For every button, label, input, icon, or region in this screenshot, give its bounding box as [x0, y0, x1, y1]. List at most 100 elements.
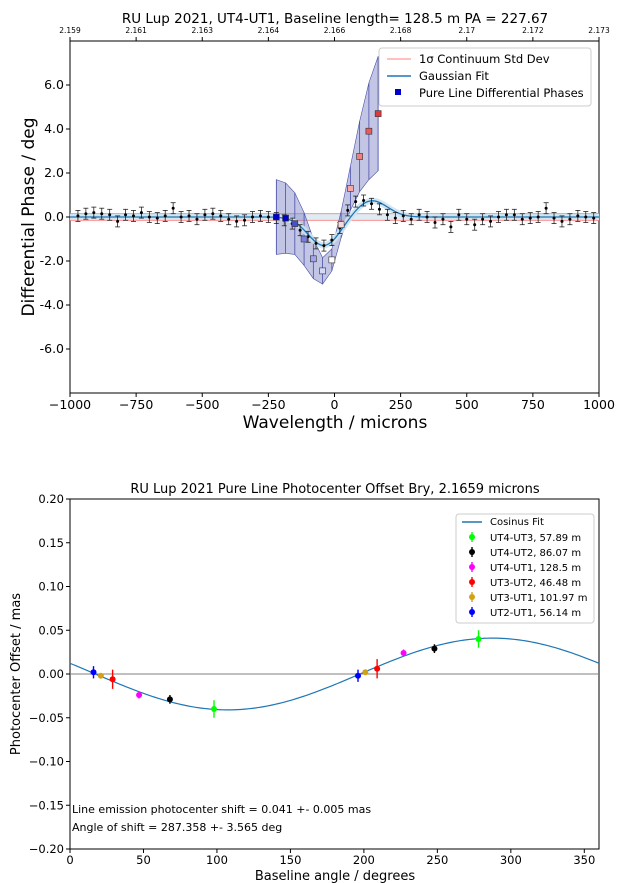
- diff-phase-point: [441, 217, 445, 221]
- pure-line-phase-marker: [337, 221, 345, 228]
- bottom-chart-xlabel: Baseline angle / degrees: [255, 869, 416, 883]
- diff-phase-point: [139, 211, 143, 215]
- legend-pure-label: Pure Line Differential Phases: [419, 86, 584, 100]
- diff-phase-point: [346, 208, 350, 212]
- diff-phase-point: [116, 219, 120, 223]
- legend-pure-swatch: [395, 89, 401, 95]
- diff-phase-point: [322, 244, 326, 248]
- photocenter-points: [90, 630, 482, 718]
- diff-phase-point: [592, 216, 596, 220]
- pure-line-phase-marker: [347, 185, 354, 192]
- diff-phase-point: [258, 214, 262, 218]
- diff-phase-point: [489, 219, 493, 223]
- x-tick-label: 150: [279, 853, 301, 867]
- x-tick-label: 0: [66, 853, 73, 867]
- top-axis-tick-label: 2.168: [390, 26, 412, 35]
- y-tick-label: −0.05: [29, 711, 64, 725]
- pure-line-error-fill: [276, 56, 379, 285]
- y-tick-label: -6.0: [40, 341, 64, 356]
- x-tick-label: 500: [455, 397, 479, 412]
- diff-phase-point: [92, 211, 96, 215]
- y-tick-label: 0.20: [38, 492, 64, 506]
- diff-phase-point: [409, 217, 413, 221]
- y-tick-label: 0.05: [38, 623, 64, 637]
- photocenter-point: [136, 692, 143, 698]
- pure-line-phase-markers: [273, 110, 382, 275]
- top-axis-tick-label: 2.163: [192, 26, 214, 35]
- diff-phase-point: [544, 206, 548, 210]
- top-axis-tick-label: 2.17: [458, 26, 475, 35]
- x-tick-label: 250: [389, 397, 413, 412]
- diff-phase-point: [449, 225, 453, 229]
- photocenter-point: [431, 645, 438, 652]
- x-tick-label: −750: [119, 397, 153, 412]
- legend-series-label: UT4-UT1, 128.5 m: [490, 563, 581, 574]
- top-chart-x-ticks: −1000 −750 −500 −250 0 250 500 750 1000: [49, 393, 615, 412]
- legend-series-marker: [469, 549, 475, 555]
- x-tick-label: −250: [251, 397, 285, 412]
- legend-series-label: UT4-UT2, 86.07 m: [490, 548, 581, 559]
- continuum-std-band: [70, 213, 599, 221]
- photocenter-point: [400, 650, 407, 656]
- diff-phase-point: [147, 215, 151, 219]
- top-chart-y-ticks: 6.0 4.0 2.0 0.0 -2.0 -4.0 -6.0: [40, 77, 70, 356]
- pure-line-phase-marker: [310, 255, 317, 263]
- legend-box: [378, 47, 592, 107]
- annotation-angle: Angle of shift = 287.358 +- 3.565 deg: [72, 821, 282, 834]
- pure-line-phase-marker: [300, 235, 308, 243]
- diff-phase-point: [227, 217, 231, 221]
- y-tick-label: 0.0: [44, 209, 64, 224]
- diff-phase-point: [84, 212, 88, 216]
- y-tick-label: 4.0: [44, 121, 64, 136]
- diff-phase-point: [465, 217, 469, 221]
- diff-phase-point: [473, 223, 477, 227]
- diff-phase-point: [211, 212, 215, 216]
- bottom-chart-ylabel: Photocenter Offset / mas: [9, 593, 24, 755]
- photocenter-point: [166, 696, 173, 703]
- diff-phase-point: [155, 216, 159, 220]
- gaussian-fit: [70, 197, 599, 249]
- photocenter-point: [362, 669, 369, 676]
- x-tick-label: 50: [136, 853, 151, 867]
- diff-phase-point: [377, 207, 381, 211]
- x-tick-label: 750: [521, 397, 545, 412]
- gaussian-fit-line: [70, 200, 599, 247]
- x-tick-label: 350: [573, 853, 595, 867]
- pure-line-error-band: [275, 56, 379, 285]
- diff-phase-point: [171, 206, 175, 210]
- cosinus-fit: [69, 637, 600, 711]
- x-tick-label: 200: [353, 853, 375, 867]
- top-axis-tick-label: 2.164: [258, 26, 280, 35]
- bottom-chart: RU Lup 2021 Pure Line Photocenter Offset…: [9, 482, 600, 883]
- diff-phase-point: [235, 219, 239, 223]
- x-tick-label: 0: [331, 397, 339, 412]
- pure-line-phase-marker: [328, 256, 336, 264]
- diff-phase-point: [481, 217, 485, 221]
- pure-line-phase-marker: [291, 220, 299, 227]
- diff-phase-point: [243, 218, 247, 222]
- diff-phase-point: [314, 241, 318, 245]
- diff-phase-point: [131, 214, 135, 218]
- legend-series-label: UT2-UT1, 56.14 m: [490, 608, 581, 619]
- photocenter-point: [211, 706, 218, 712]
- top-chart: RU Lup 2021, UT4-UT1, Baseline length= 1…: [19, 11, 615, 433]
- diff-phase-point: [457, 213, 461, 217]
- diff-phase-point: [203, 213, 207, 217]
- diff-phase-point: [179, 215, 183, 219]
- y-tick-label: −0.15: [29, 798, 64, 812]
- bottom-chart-title: RU Lup 2021 Pure Line Photocenter Offset…: [130, 482, 540, 497]
- diff-phase-point: [576, 214, 580, 218]
- x-tick-label: 1000: [583, 397, 615, 412]
- top-chart-ylabel: Differential Phase / deg: [19, 117, 39, 316]
- diff-phase-point: [425, 215, 429, 219]
- diff-phase-point: [512, 213, 516, 217]
- bottom-chart-legend: Cosinus Fit UT4-UT3, 57.89 m UT4-UT2, 86.…: [455, 513, 595, 624]
- continuum-std-fill: [70, 213, 599, 221]
- legend-series-marker: [469, 564, 475, 570]
- diff-phase-point: [163, 214, 167, 218]
- y-tick-label: −0.10: [29, 755, 64, 769]
- diff-phase-point: [417, 213, 421, 217]
- pure-line-phase-marker: [273, 213, 280, 221]
- photocenter-point: [90, 669, 97, 676]
